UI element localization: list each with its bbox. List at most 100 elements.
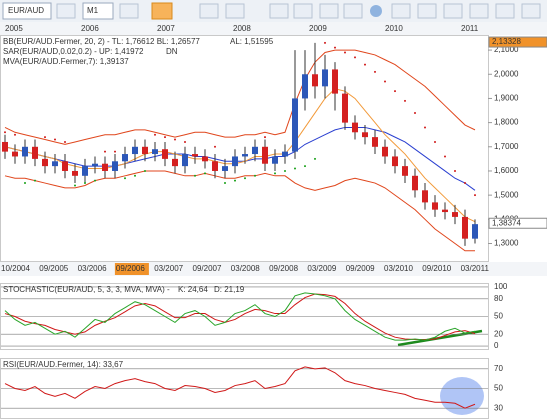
icon-button[interactable] — [319, 3, 339, 19]
candle-body — [72, 170, 78, 176]
legend-mva: MVA(EUR/AUD.Fermer,7): 1,39137 — [3, 57, 129, 66]
sar-dot — [464, 182, 466, 185]
sar-dot — [274, 172, 276, 175]
candle-body — [442, 209, 448, 213]
candle-body — [402, 166, 408, 176]
icon-button[interactable] — [391, 3, 411, 19]
toolbar-icons — [56, 2, 541, 20]
symbol-select[interactable] — [2, 2, 52, 20]
y-tick-label: 1,7000 — [494, 142, 519, 151]
sar-dot — [4, 131, 6, 134]
x-tick-label: 03/2006 — [78, 264, 107, 273]
sar-dot — [24, 182, 26, 185]
bollinger-upper — [4, 49, 476, 145]
sar-dot — [14, 133, 16, 136]
icon-button[interactable] — [293, 3, 313, 19]
legend-sar: SAR(EUR/AUD,0.02,0.2) - UP: 1,41972 — [3, 47, 144, 56]
icon-button[interactable] — [521, 3, 541, 19]
x-tick-label: 09/2009 — [346, 264, 375, 273]
sar-dot — [414, 111, 416, 114]
y-tick-label: 1,3000 — [494, 239, 519, 248]
candle-body — [122, 154, 128, 162]
candle-body — [232, 156, 238, 167]
sar-dot — [144, 169, 146, 172]
timeframe: M1 — [87, 6, 99, 15]
icon-button[interactable] — [495, 3, 515, 19]
sar-dot — [474, 194, 476, 197]
candle-body — [192, 154, 198, 157]
sar-dot — [134, 174, 136, 177]
candle-body — [422, 190, 428, 203]
legend-rsi: RSI(EUR/AUD.Fermer, 14): 33,67 — [3, 360, 124, 369]
icon-button-active[interactable] — [151, 2, 173, 20]
candle-body — [342, 93, 348, 123]
candle-body — [162, 149, 168, 159]
candle-body — [2, 141, 8, 152]
price-tag-label: 2,13328 — [492, 37, 521, 46]
legend-stochastic: STOCHASTIC(EUR/AUD, 5, 3, 3, MVA, MVA) - — [3, 285, 170, 294]
candle-body — [462, 216, 468, 239]
candle-body — [32, 146, 38, 159]
y-tick-label: 50 — [494, 312, 503, 321]
bollinger-lower — [4, 170, 475, 252]
candle-body — [302, 74, 308, 99]
candle-body — [112, 161, 118, 171]
sar-dot — [204, 172, 206, 175]
icon-button[interactable] — [443, 3, 463, 19]
y-tick-label: 2,1000 — [494, 45, 519, 54]
x-tick-label: 09/2006 — [116, 264, 145, 273]
sar-dot — [444, 155, 446, 158]
candle-body — [92, 163, 98, 167]
timeframe-select[interactable] — [82, 2, 114, 20]
year-label: 2009 — [309, 24, 327, 33]
y-tick-label: 30 — [494, 403, 503, 412]
sar-dot — [64, 140, 66, 143]
x-tick-label: 09/2005 — [39, 264, 68, 273]
year-label: 2010 — [385, 24, 403, 33]
y-tick-label: 0 — [494, 341, 499, 350]
sar-dot — [294, 167, 296, 170]
candle-body — [322, 69, 328, 87]
sar-dot — [84, 182, 86, 185]
icon-button[interactable] — [343, 3, 363, 19]
candle-body — [472, 224, 478, 239]
sar-dot — [364, 63, 366, 66]
icon-button[interactable] — [225, 3, 245, 19]
candle-body — [362, 132, 368, 138]
icon-button[interactable] — [269, 3, 289, 19]
x-tick-label: 03/2010 — [384, 264, 413, 273]
sar-dot — [404, 99, 406, 102]
candle-body — [432, 202, 438, 210]
sar-dot — [384, 80, 386, 83]
icon-button[interactable] — [370, 5, 382, 17]
sar-dot — [344, 51, 346, 54]
icon-button[interactable] — [199, 3, 219, 19]
candle-body — [242, 154, 248, 157]
legend-bb: BB(EUR/AUD.Fermer, 20, 2) - TL: 1,76612 … — [3, 37, 200, 46]
stochastic-d — [4, 293, 476, 341]
icon-button[interactable] — [469, 3, 489, 19]
sar-dot — [354, 56, 356, 59]
sar-dot — [104, 150, 106, 153]
sar-dot — [264, 136, 266, 139]
x-tick-label: 09/2008 — [269, 264, 298, 273]
rsi-line — [4, 366, 476, 409]
sar-dot — [194, 174, 196, 177]
icon-button[interactable] — [56, 3, 76, 19]
candle-body — [172, 158, 178, 167]
y-tick-label: 70 — [494, 364, 503, 373]
icon-button[interactable] — [119, 3, 139, 19]
year-label: 2011 — [461, 24, 479, 33]
candle-body — [392, 156, 398, 167]
sar-dot — [184, 140, 186, 143]
candle-body — [212, 161, 218, 171]
year-label: 2008 — [233, 24, 251, 33]
candle-body — [412, 175, 418, 191]
candle-body — [42, 158, 48, 167]
candle-body — [12, 151, 18, 157]
candle-body — [272, 156, 278, 164]
x-tick-label: 10/2004 — [1, 264, 30, 273]
icon-button[interactable] — [417, 3, 437, 19]
candle-body — [262, 146, 268, 164]
